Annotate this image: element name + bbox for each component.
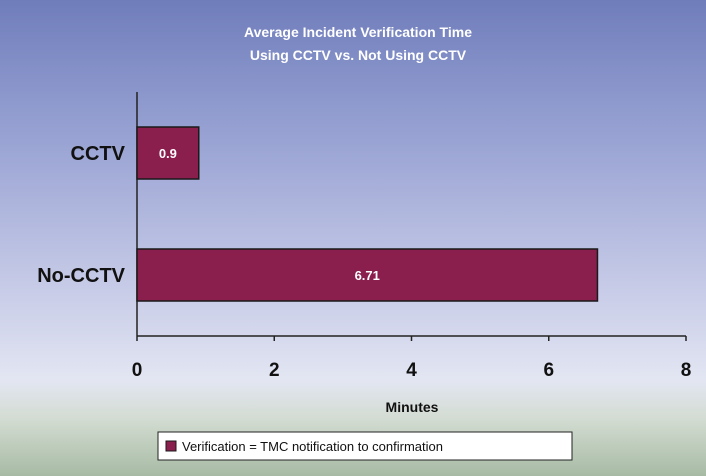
category-label-cctv: CCTV bbox=[71, 143, 126, 165]
x-tick-label-8: 8 bbox=[681, 360, 692, 381]
legend-label: Verification = TMC notification to confi… bbox=[182, 439, 443, 454]
data-label-no-cctv: 6.71 bbox=[355, 268, 380, 283]
chart-subtitle: Using CCTV vs. Not Using CCTV bbox=[250, 47, 467, 63]
x-tick-label-4: 4 bbox=[406, 360, 417, 381]
bar-no-cctv bbox=[136, 248, 599, 302]
x-tick-label-2: 2 bbox=[269, 360, 280, 381]
bar-cctv bbox=[136, 126, 200, 180]
category-label-no-cctv: No-CCTV bbox=[37, 265, 125, 287]
data-label-cctv: 0.9 bbox=[159, 146, 177, 161]
x-axis-title: Minutes bbox=[386, 399, 439, 415]
legend-swatch bbox=[165, 440, 177, 452]
x-tick-label-6: 6 bbox=[543, 360, 554, 381]
legend: Verification = TMC notification to confi… bbox=[157, 431, 573, 461]
legend-box bbox=[157, 431, 573, 461]
x-tick-label-0: 0 bbox=[132, 360, 143, 381]
chart-title: Average Incident Verification Time bbox=[244, 24, 472, 40]
plot-area: 0 2 4 6 8 0.9 CCTV 6.71 No-CCTV bbox=[37, 92, 691, 381]
